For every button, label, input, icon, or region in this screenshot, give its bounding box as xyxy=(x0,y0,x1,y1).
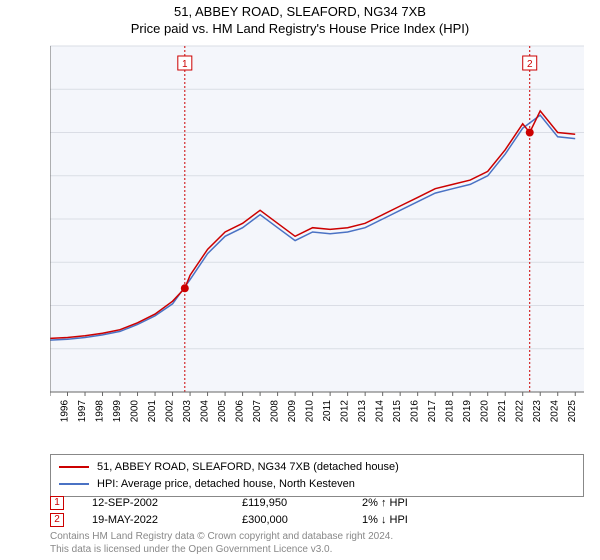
marker-price: £300,000 xyxy=(242,514,362,526)
price-chart: £0£50K£100K£150K£200K£250K£300K£350K£400… xyxy=(50,42,584,422)
svg-text:2025: 2025 xyxy=(567,400,578,422)
chart-container: 51, ABBEY ROAD, SLEAFORD, NG34 7XB Price… xyxy=(0,0,600,560)
svg-text:2001: 2001 xyxy=(147,400,158,422)
svg-text:2024: 2024 xyxy=(550,400,561,422)
svg-text:2022: 2022 xyxy=(515,400,526,422)
footer-license: This data is licensed under the Open Gov… xyxy=(50,543,393,556)
marker-number: 2 xyxy=(50,513,64,527)
legend-item: HPI: Average price, detached house, Nort… xyxy=(59,476,575,493)
svg-text:2: 2 xyxy=(527,59,533,70)
title-block: 51, ABBEY ROAD, SLEAFORD, NG34 7XB Price… xyxy=(0,0,600,36)
marker-date: 12-SEP-2002 xyxy=(92,497,242,509)
legend-swatch xyxy=(59,483,89,485)
marker-row: 2 19-MAY-2022£300,0001% ↓ HPI xyxy=(50,511,408,528)
marker-date: 19-MAY-2022 xyxy=(92,514,242,526)
svg-text:2016: 2016 xyxy=(410,400,421,422)
legend-label: HPI: Average price, detached house, Nort… xyxy=(97,476,355,493)
svg-text:2015: 2015 xyxy=(392,400,403,422)
svg-text:2008: 2008 xyxy=(270,400,281,422)
svg-text:2012: 2012 xyxy=(340,400,351,422)
svg-text:1995: 1995 xyxy=(50,400,53,422)
svg-text:1996: 1996 xyxy=(60,400,71,422)
marker-hpi: 2% ↑ HPI xyxy=(362,497,408,509)
svg-text:2000: 2000 xyxy=(130,400,141,422)
marker-hpi: 1% ↓ HPI xyxy=(362,514,408,526)
legend-swatch xyxy=(59,466,89,468)
svg-text:2020: 2020 xyxy=(480,400,491,422)
svg-text:2006: 2006 xyxy=(235,400,246,422)
svg-text:1997: 1997 xyxy=(77,400,88,422)
svg-text:2021: 2021 xyxy=(497,400,508,422)
marker-table: 1 12-SEP-2002£119,9502% ↑ HPI 2 19-MAY-2022… xyxy=(50,494,408,528)
marker-price: £119,950 xyxy=(242,497,362,509)
svg-text:2009: 2009 xyxy=(287,400,298,422)
svg-text:2007: 2007 xyxy=(252,400,263,422)
svg-text:2013: 2013 xyxy=(357,400,368,422)
svg-text:2018: 2018 xyxy=(445,400,456,422)
svg-text:2019: 2019 xyxy=(462,400,473,422)
svg-text:1998: 1998 xyxy=(95,400,106,422)
svg-text:2003: 2003 xyxy=(182,400,193,422)
svg-text:2011: 2011 xyxy=(322,400,333,422)
title-address: 51, ABBEY ROAD, SLEAFORD, NG34 7XB xyxy=(0,4,600,19)
svg-text:2023: 2023 xyxy=(532,400,543,422)
svg-text:1: 1 xyxy=(182,59,188,70)
svg-text:2005: 2005 xyxy=(217,400,228,422)
marker-row: 1 12-SEP-2002£119,9502% ↑ HPI xyxy=(50,494,408,511)
marker-number: 1 xyxy=(50,496,64,510)
svg-text:2004: 2004 xyxy=(200,400,211,422)
legend-label: 51, ABBEY ROAD, SLEAFORD, NG34 7XB (deta… xyxy=(97,459,399,476)
title-subtitle: Price paid vs. HM Land Registry's House … xyxy=(0,21,600,36)
svg-text:1999: 1999 xyxy=(112,400,123,422)
footer: Contains HM Land Registry data © Crown c… xyxy=(50,530,393,556)
legend-item: 51, ABBEY ROAD, SLEAFORD, NG34 7XB (deta… xyxy=(59,459,575,476)
svg-text:2002: 2002 xyxy=(165,400,176,422)
footer-copyright: Contains HM Land Registry data © Crown c… xyxy=(50,530,393,543)
svg-text:2010: 2010 xyxy=(305,400,316,422)
svg-text:2014: 2014 xyxy=(375,400,386,422)
legend: 51, ABBEY ROAD, SLEAFORD, NG34 7XB (deta… xyxy=(50,454,584,497)
svg-text:2017: 2017 xyxy=(427,400,438,422)
